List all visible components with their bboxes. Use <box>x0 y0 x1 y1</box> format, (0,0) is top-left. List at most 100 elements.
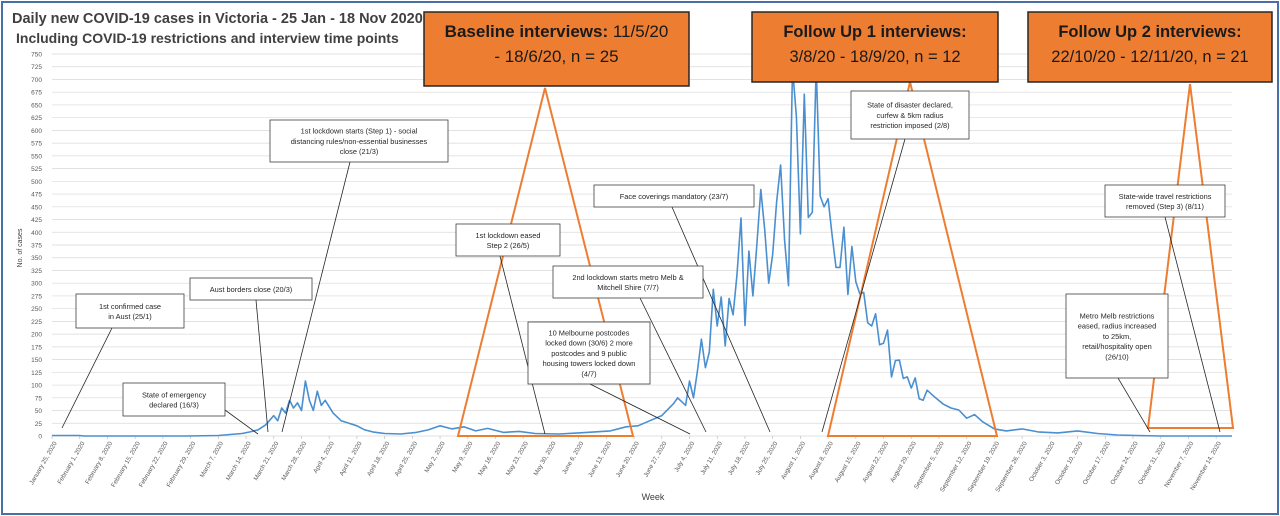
x-tick-label: September 26, 2020 <box>994 440 1029 493</box>
x-tick-label: February 1, 2020 <box>56 440 86 485</box>
annotation-text: declared (16/3) <box>149 401 199 410</box>
annotation-text: (4/7) <box>581 369 596 378</box>
y-tick-label: 250 <box>31 306 42 313</box>
y-tick-label: 550 <box>31 153 42 160</box>
y-tick-label: 50 <box>35 408 43 415</box>
y-tick-label: 225 <box>31 319 42 326</box>
annotation-text: 1st lockdown eased <box>476 231 541 240</box>
x-tick-label: May 16, 2020 <box>477 440 502 477</box>
annotation-text: Step 2 (26/5) <box>487 241 530 250</box>
x-tick-label: February 8, 2020 <box>84 440 114 485</box>
x-tick-label: July 18, 2020 <box>727 440 752 476</box>
y-tick-label: 150 <box>31 357 42 364</box>
annotation-text: restriction imposed (2/8) <box>870 121 949 130</box>
y-tick-label: 125 <box>31 370 42 377</box>
x-tick-label: February 22, 2020 <box>138 440 170 488</box>
y-tick-label: 300 <box>31 281 42 288</box>
y-tick-label: 200 <box>31 332 42 339</box>
x-tick-label: August 15, 2020 <box>834 440 863 484</box>
x-tick-label: July 25, 2020 <box>755 440 780 476</box>
x-tick-label: October 3, 2020 <box>1028 440 1057 483</box>
annotation-box-6 <box>527 321 651 385</box>
x-tick-label: April 11, 2020 <box>338 440 364 477</box>
annotation-box-9 <box>850 90 970 140</box>
annotation-box-2 <box>122 382 226 417</box>
y-tick-label: 75 <box>35 395 43 402</box>
x-tick-label: January 25, 2020 <box>28 440 59 486</box>
y-tick-label: 600 <box>31 128 42 135</box>
annotation-text: State of disaster declared, <box>867 101 953 110</box>
series-layer <box>52 65 1232 437</box>
annotation-text: 2nd lockdown starts metro Melb & <box>572 273 683 282</box>
x-tick-label: October 31, 2020 <box>1137 440 1168 486</box>
x-tick-label: July 4, 2020 <box>673 440 696 473</box>
annotation-text: housing towers locked down <box>543 359 636 368</box>
annotation-leader-2 <box>224 409 259 435</box>
interview-box-dates: 3/8/20 - 18/9/20, n = 12 <box>789 48 960 66</box>
interview-box-1 <box>423 11 690 87</box>
x-tick-label: November 7, 2020 <box>1163 440 1195 489</box>
interview-triangle-2 <box>826 81 999 437</box>
interview-box-bold: Follow Up 1 interviews: <box>783 23 966 41</box>
x-tick-label: June 20, 2020 <box>615 440 641 478</box>
interview-box-bold: Baseline interviews: <box>445 22 608 41</box>
annotation-text: 1st confirmed case <box>99 302 161 311</box>
y-tick-label: 675 <box>31 90 42 97</box>
x-tick-label: June 27, 2020 <box>643 440 669 478</box>
y-tick-label: 725 <box>31 64 42 71</box>
annotation-text: 1st lockdown starts (Step 1) - social <box>301 127 418 136</box>
annotation-text: postcodes and 9 public <box>551 349 627 358</box>
annotation-text: to 25km, <box>1103 332 1131 341</box>
x-tick-label: August 29, 2020 <box>889 440 918 484</box>
annotation-leader-5 <box>499 255 546 435</box>
annotation-text: Face coverings mandatory (23/7) <box>620 192 728 201</box>
x-tick-label: August 1, 2020 <box>780 440 807 481</box>
y-tick-label: 450 <box>31 204 42 211</box>
x-tick-label: September 5, 2020 <box>913 440 946 490</box>
interview-box-dates: 22/10/20 - 12/11/20, n = 21 <box>1051 48 1248 66</box>
annotation-text: curfew & 5km radius <box>877 111 944 120</box>
y-tick-label: 400 <box>31 230 42 237</box>
x-tick-label: October 17, 2020 <box>1082 440 1113 486</box>
annotation-box-5 <box>455 223 561 257</box>
annotation-leader-1 <box>61 327 113 429</box>
interview-box-bold: Follow Up 2 interviews: <box>1058 23 1241 41</box>
x-tick-label: October 10, 2020 <box>1054 440 1085 486</box>
annotation-box-7 <box>552 265 704 299</box>
annotation-leader-6 <box>589 383 691 435</box>
x-tick-label: March 21, 2020 <box>253 440 281 482</box>
annotation-leader-8 <box>671 206 771 433</box>
y-tick-label: 650 <box>31 102 42 109</box>
x-tick-label: April 4, 2020 <box>312 440 336 475</box>
interview-boxes: Baseline interviews: 11/5/20 - 18/6/20, n… <box>423 11 1273 87</box>
x-tick-label: July 11, 2020 <box>699 440 724 476</box>
y-tick-label: 700 <box>31 77 42 84</box>
y-tick-label: 575 <box>31 141 42 148</box>
annotation-box-11 <box>1104 184 1226 218</box>
interview-box-dates-start: 11/5/20 <box>608 22 668 41</box>
annotation-leader-9 <box>821 138 906 433</box>
annotation-leader-3 <box>255 299 269 433</box>
annotation-text: State of emergency <box>142 390 206 399</box>
y-tick-label: 25 <box>35 421 43 428</box>
y-tick-label: 500 <box>31 179 42 186</box>
x-tick-label: April 25, 2020 <box>394 440 420 478</box>
x-tick-label: April 18, 2020 <box>366 440 392 478</box>
annotation-box-3 <box>189 277 313 301</box>
x-tick-label: August 8, 2020 <box>808 440 835 481</box>
interview-box-2 <box>751 11 999 83</box>
y-tick-label: 750 <box>31 52 42 59</box>
annotation-text: removed (Step 3) (8/11) <box>1126 202 1204 211</box>
annotation-text: Mitchell Shire (7/7) <box>597 283 659 292</box>
y-tick-label: 425 <box>31 217 42 224</box>
y-tick-label: 0 <box>38 434 42 441</box>
y-tick-label: 475 <box>31 192 42 199</box>
annotation-leader-11 <box>1164 216 1221 433</box>
annotation-leaders <box>61 138 1221 435</box>
x-tick-label: March 7, 2020 <box>199 440 225 479</box>
interview-box-title: Baseline interviews: 11/5/20 <box>445 22 669 41</box>
x-tick-label: March 14, 2020 <box>225 440 253 482</box>
x-tick-label: March 28, 2020 <box>280 440 308 482</box>
